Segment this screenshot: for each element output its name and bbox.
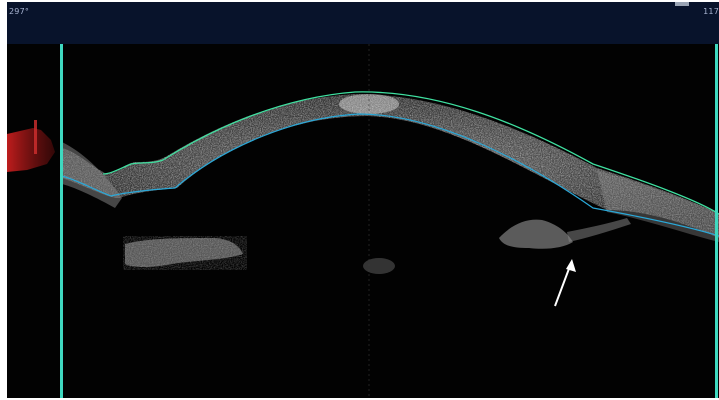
limbus-overlay [7,128,55,172]
right-sclera-tissue [597,170,719,242]
scan-angle-right-label: 117 [703,7,719,16]
scan-header-band: 297° 117 [7,2,719,44]
iris-right [499,219,573,249]
scan-limit-right [715,44,718,398]
iris-right-root [567,218,631,242]
oct-scan-viewer: 297° 117 [7,2,719,398]
iris-left-speckle [123,236,247,270]
limbus-overlay-streak [34,120,37,154]
corner-marker [675,2,689,6]
cornea-speckle [62,94,719,238]
oct-image [7,44,719,398]
anterior-corneal-boundary [102,91,719,215]
arrow-icon [554,259,576,307]
left-sclera-tissue [62,142,122,208]
scan-angle-left-label: 297° [9,7,30,16]
scan-limit-left [60,44,63,398]
posterior-corneal-boundary [61,113,719,237]
lens-reflex [363,258,395,274]
